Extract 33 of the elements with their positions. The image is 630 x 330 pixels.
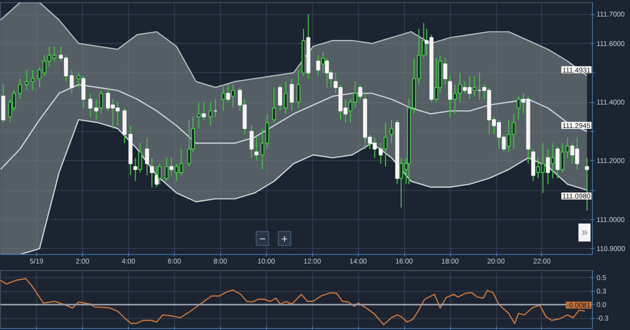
candlestick: [24, 69, 29, 91]
candlestick: [272, 86, 276, 124]
candlestick: [472, 75, 476, 97]
candlestick: [150, 157, 154, 188]
annotation: +: [281, 234, 288, 246]
candlestick: [230, 84, 235, 108]
candlestick: [187, 119, 192, 168]
candlestick: [390, 119, 394, 144]
candlestick: [254, 136, 258, 162]
candlestick: [550, 142, 555, 179]
candlestick: [250, 125, 254, 158]
candlestick: [122, 107, 127, 144]
candlestick: [284, 81, 288, 114]
candlestick: [99, 90, 104, 114]
candlestick: [145, 136, 150, 176]
candlestick: [164, 157, 169, 182]
candlestick: [30, 69, 35, 91]
candlestick: [516, 96, 521, 120]
candlestick: [88, 92, 92, 118]
candlestick: [296, 69, 300, 108]
candlestick: [158, 163, 162, 185]
candlestick: [208, 102, 212, 126]
candlestick: [138, 142, 142, 173]
annotation: »: [581, 226, 588, 238]
candlestick: [384, 122, 388, 168]
candlestick: [434, 58, 438, 103]
candlestick: [290, 78, 294, 112]
candlestick: [76, 72, 81, 88]
candlestick: [18, 78, 22, 100]
candlestick: [221, 84, 226, 112]
candlestick: [196, 102, 201, 129]
annotation: −: [259, 234, 266, 246]
candlestick: [278, 84, 282, 112]
